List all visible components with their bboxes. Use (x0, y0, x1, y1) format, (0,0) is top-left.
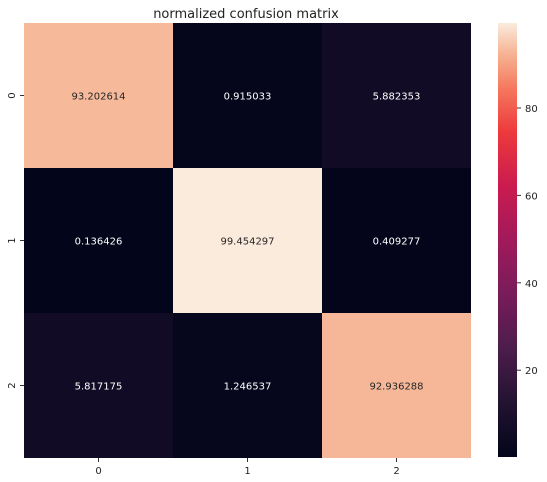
colorbar (498, 23, 517, 457)
y-tick-label: 0 (7, 92, 18, 98)
chart-title: normalized confusion matrix (153, 7, 339, 22)
cell-value-label: 5.882353 (373, 92, 421, 103)
cell-value-label: 5.817175 (75, 382, 123, 393)
colorbar-tick-label: 20 (525, 366, 538, 377)
cell-value-label: 99.454297 (220, 237, 274, 248)
colorbar-tick-label: 60 (525, 191, 538, 202)
cell-value-label: 0.409277 (373, 237, 421, 248)
cell-value-label: 93.202614 (71, 92, 125, 103)
x-tick-label: 0 (95, 466, 101, 477)
heatmap-cells: 93.202614 0.915033 5.882353 0.136426 99.4542… (24, 23, 471, 458)
colorbar-tick-label: 40 (525, 279, 538, 290)
cell-value-label: 0.915033 (224, 92, 272, 103)
cell-value-label: 0.136426 (75, 237, 123, 248)
cell-value-label: 92.936288 (369, 382, 423, 393)
x-tick-label: 1 (244, 466, 250, 477)
y-tick-label: 2 (7, 382, 18, 388)
y-tick-label: 1 (7, 237, 18, 243)
colorbar-ticks: 20 40 60 80 (517, 104, 538, 377)
x-tick-label: 2 (393, 466, 399, 477)
cell-value-label: 1.246537 (224, 382, 272, 393)
colorbar-tick-label: 80 (525, 104, 538, 115)
